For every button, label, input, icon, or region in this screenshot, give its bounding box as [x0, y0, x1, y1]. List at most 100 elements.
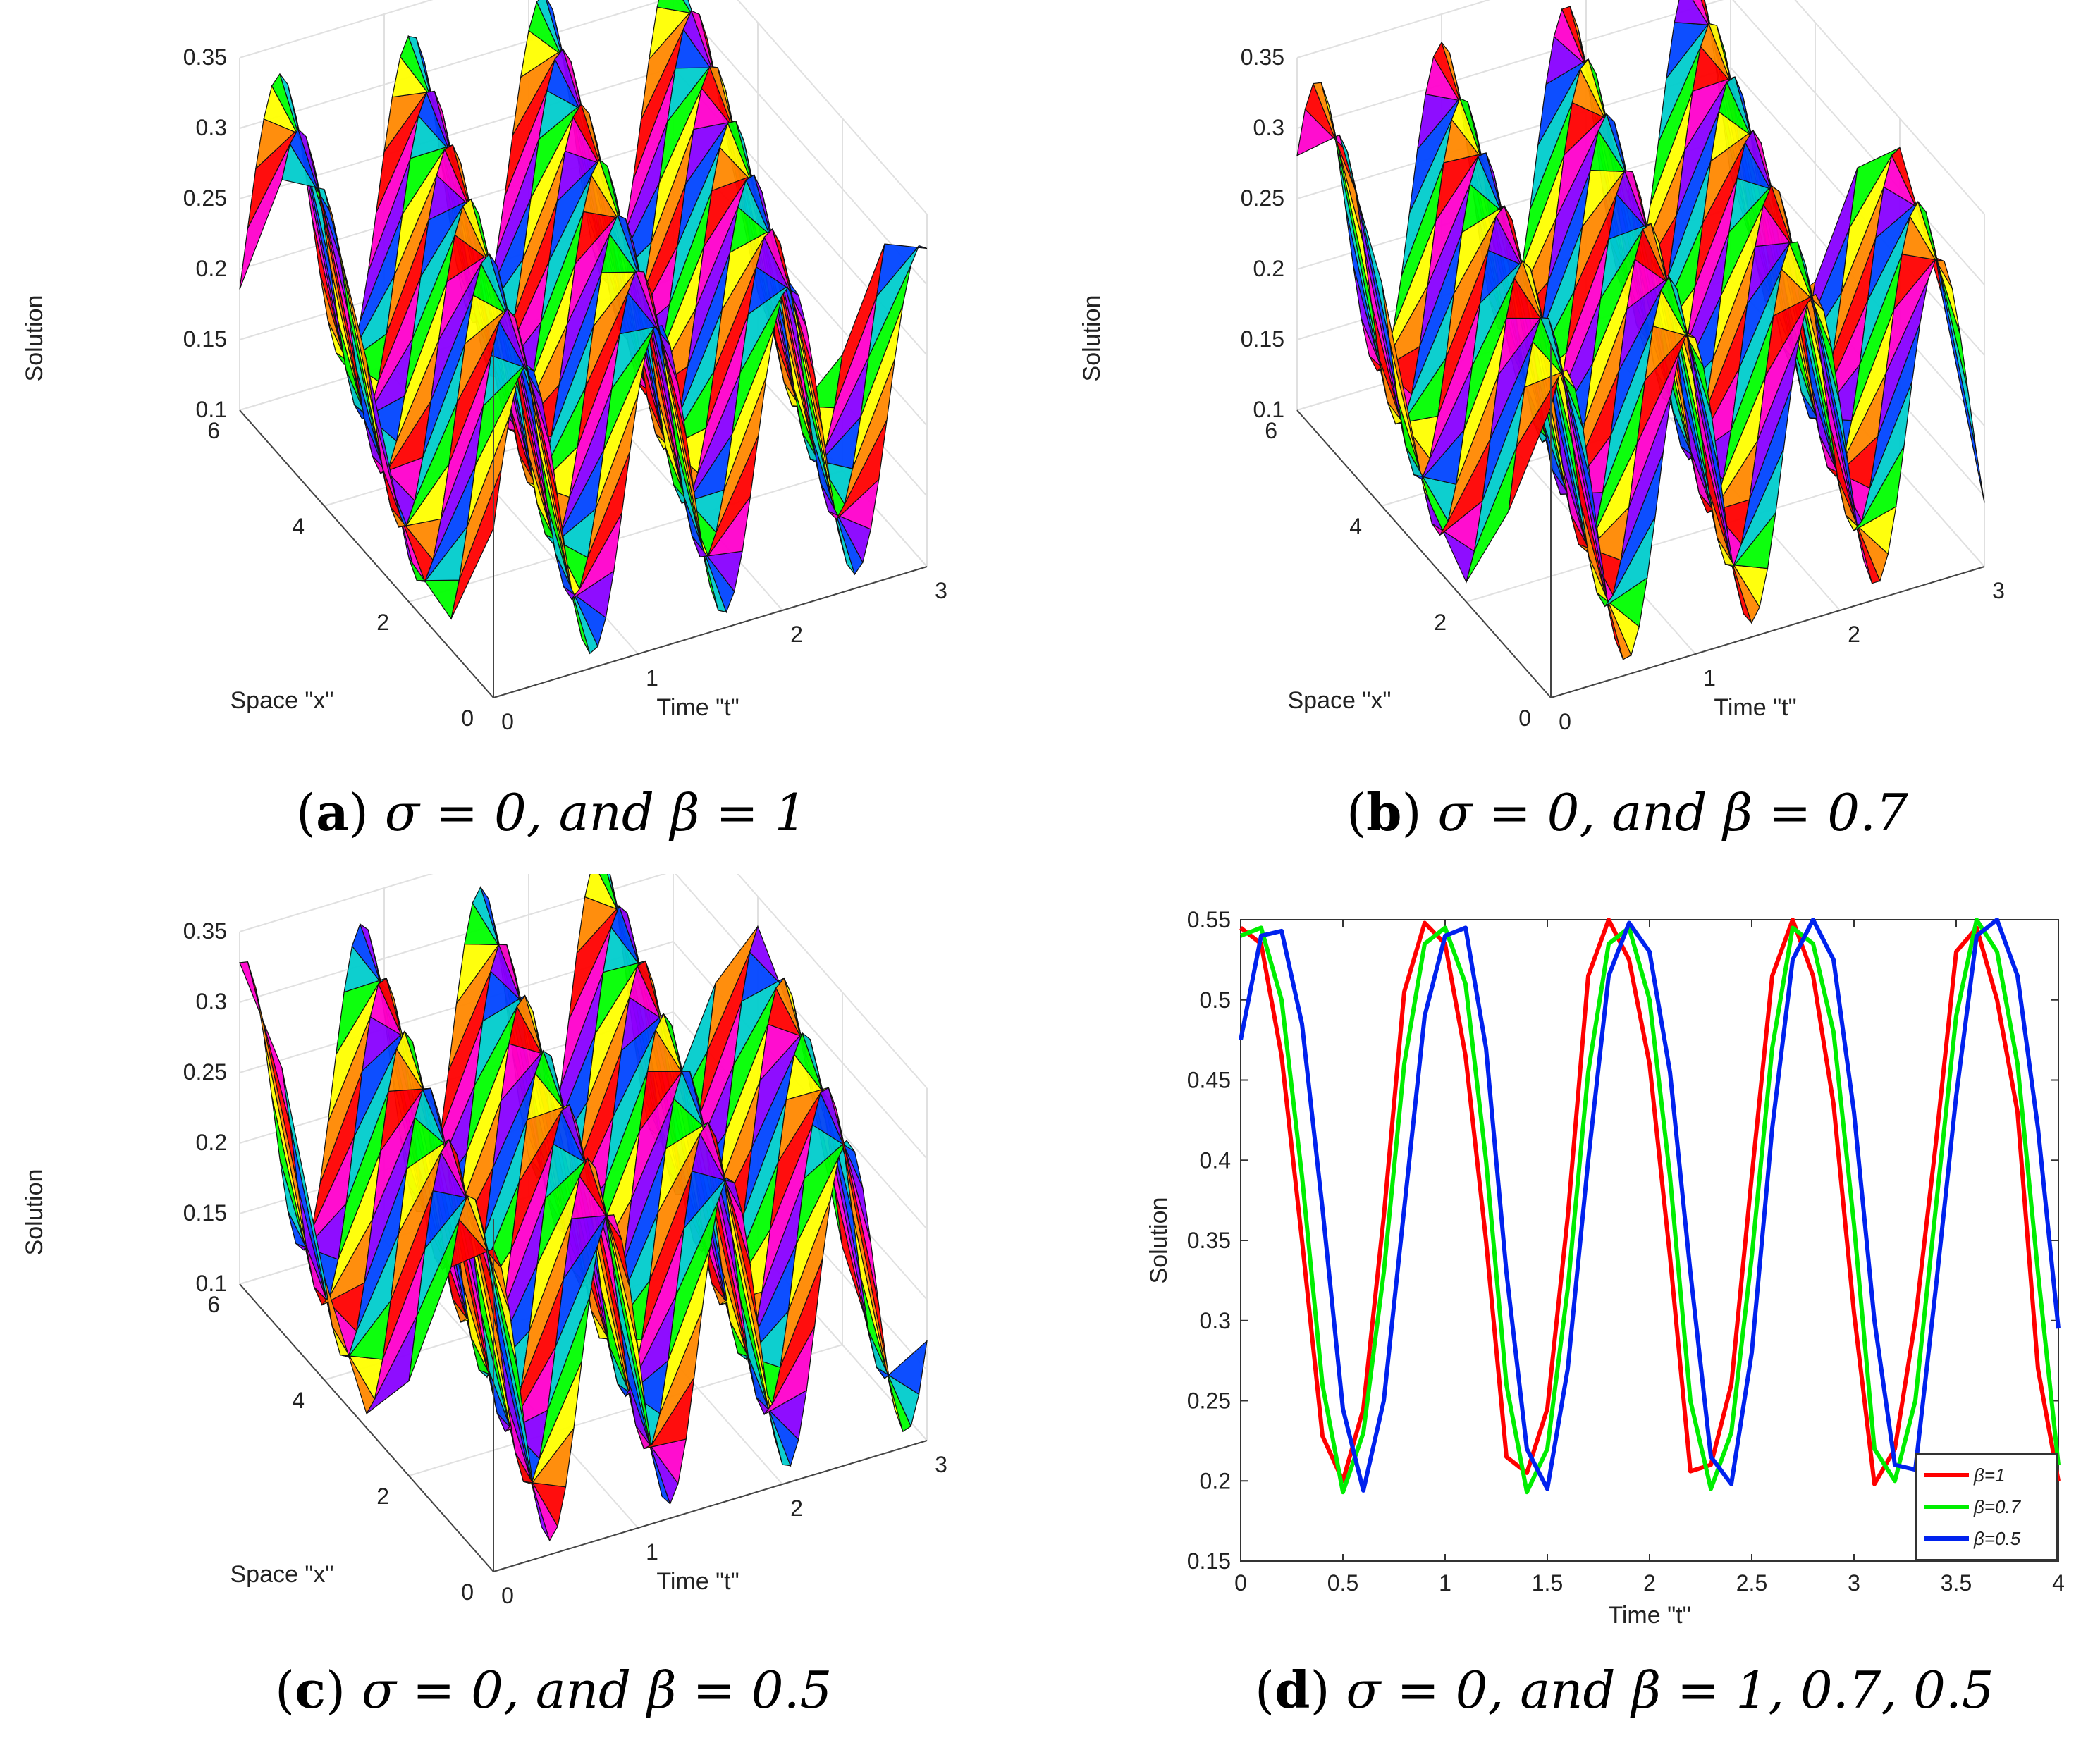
y-axis-label: Solution	[1146, 1197, 1172, 1284]
t-tick-label: 2	[1848, 622, 1860, 647]
surface-plot-b: 0.1 0.15 0.2 0.25 0.3 0.35 0 2 4 6 0 1 2 3 Solution Spa…	[1079, 0, 2005, 734]
z-axis-label: Solution	[21, 1169, 48, 1256]
x-axis-label: Space "x"	[231, 1561, 334, 1588]
surface-plot-c: 0.1 0.15 0.2 0.25 0.3 0.35 0 2 4 6 0 1 2 3 Solution Spa…	[21, 799, 947, 1608]
surface-panel-c: 0.1 0.15 0.2 0.25 0.3 0.35 0 2 4 6 0 1 2 3 Solution Spa…	[0, 799, 1043, 1621]
x-tick-label: 6	[1265, 418, 1277, 443]
t-tick-label: 3	[935, 1452, 947, 1477]
surface-mesh	[239, 850, 928, 1542]
t-tick-label: 1	[646, 665, 658, 691]
caption-c: (c) σ = 0, and β = 0.5	[275, 1660, 833, 1720]
caption-a-math: σ = 0, and β = 1	[384, 783, 807, 842]
surface-mesh	[239, 0, 928, 655]
legend-label-1: β=1	[1973, 1465, 2006, 1486]
x-tick-label: 0	[461, 1579, 474, 1605]
caption-d-math: σ = 0, and β = 1, 0.7, 0.5	[1346, 1660, 1994, 1720]
caption-c-letter: c	[295, 1660, 326, 1720]
legend-label-3: β=0.5	[1973, 1528, 2021, 1549]
x-tick-label: 1	[1439, 1570, 1451, 1596]
t-tick-label: 1	[646, 1539, 658, 1565]
caption-b-math: σ = 0, and β = 0.7	[1437, 783, 1908, 842]
t-axis-line	[493, 1440, 928, 1572]
z-tick-label: 0.1	[1253, 397, 1284, 422]
legend-label-2: β=0.7	[1973, 1496, 2022, 1517]
y-tick-label: 0.4	[1200, 1147, 1231, 1173]
x-tick-label: 3	[1848, 1570, 1860, 1596]
axis-lines	[239, 1219, 928, 1572]
surface-mesh	[1296, 0, 1985, 660]
x-tick-label: 1.5	[1532, 1570, 1563, 1596]
x-tick-label: 4	[292, 1388, 305, 1413]
y-tick-label: 0.3	[1200, 1308, 1231, 1333]
axis-lines	[1296, 345, 1985, 698]
t-tick-label: 0	[1559, 709, 1571, 734]
t-tick-label: 3	[1992, 578, 2005, 603]
t-tick-label: 1	[1703, 665, 1716, 691]
y-tick-label: 0.2	[1200, 1468, 1231, 1493]
caption-a: (a) σ = 0, and β = 1	[296, 782, 807, 842]
t-axis-label: Time "t"	[656, 1568, 739, 1595]
surface-facet	[876, 243, 928, 298]
z-axis-label: Solution	[21, 295, 48, 382]
axis-lines	[239, 345, 928, 698]
series-line-2	[1239, 918, 2061, 1495]
x-tick-label: 2.5	[1736, 1570, 1767, 1596]
x-tick-label: 0	[1234, 1570, 1247, 1596]
caption-b-letter: b	[1366, 782, 1402, 842]
surface-panel-a: 0.1 0.15 0.2 0.25 0.3 0.35 0 2 4 6 0 1 2 3 Solution Spa…	[0, 0, 1043, 761]
t-axis-line	[1550, 566, 1985, 698]
z-tick-label: 0.25	[183, 185, 227, 211]
legend: β=1 β=0.7 β=0.5	[1915, 1453, 2058, 1560]
z-tick-label: 0.1	[196, 397, 227, 422]
z-tick-label: 0.15	[183, 326, 227, 352]
z-tick-label: 0.2	[196, 256, 227, 281]
x-tick-label: 0.5	[1327, 1570, 1358, 1596]
t-axis-label: Time "t"	[1714, 694, 1796, 721]
x-axis-label: Space "x"	[1288, 687, 1392, 714]
x-tick-label: 0	[1518, 705, 1531, 731]
y-tick-label: 0.25	[1187, 1388, 1231, 1414]
surface-panel-b: 0.1 0.15 0.2 0.25 0.3 0.35 0 2 4 6 0 1 2 3 Solution Spa…	[1057, 0, 2100, 761]
z-tick-label: 0.3	[1253, 115, 1284, 140]
x-axis-line	[1296, 409, 1552, 698]
z-tick-label: 0.3	[196, 115, 227, 140]
y-tick-label: 0.55	[1187, 907, 1231, 932]
t-tick-label: 3	[935, 578, 947, 603]
z-tick-label: 0.15	[1241, 326, 1284, 352]
caption-d: (d) σ = 0, and β = 1, 0.7, 0.5	[1255, 1660, 1994, 1720]
z-tick-label: 0.3	[196, 989, 227, 1014]
x-tick-label: 2	[376, 1484, 389, 1509]
z-tick-label: 0.25	[183, 1059, 227, 1085]
caption-a-letter: a	[316, 782, 349, 842]
x-tick-label: 0	[461, 705, 474, 731]
z-tick-label: 0.15	[183, 1200, 227, 1226]
x-tick-label: 4	[2052, 1570, 2065, 1596]
t-axis-label: Time "t"	[656, 694, 739, 721]
t-tick-label: 2	[790, 1496, 803, 1521]
x-tick-label: 3.5	[1941, 1570, 1972, 1596]
x-axis-line	[239, 409, 494, 698]
z-tick-label: 0.35	[1241, 44, 1284, 70]
surface-facet	[1934, 245, 1985, 503]
x-axis-line	[239, 1283, 494, 1572]
t-axis-line	[493, 566, 928, 698]
caption-b: (b) σ = 0, and β = 0.7	[1346, 782, 1908, 842]
x-tick-label: 2	[1643, 1570, 1656, 1596]
x-floor-gridline	[1466, 470, 1901, 603]
x-axis-label: Time "t"	[1608, 1602, 1690, 1629]
z-tick-label: 0.35	[183, 918, 227, 944]
z-tick-label: 0.25	[1241, 185, 1284, 211]
t-tick-label: 0	[501, 709, 514, 734]
z-tick-label: 0.35	[183, 44, 227, 70]
z-tick-label: 0.2	[1253, 256, 1284, 281]
t-tick-label: 0	[501, 1583, 514, 1608]
x-axis-label: Space "x"	[231, 687, 334, 714]
y-tick-label: 0.5	[1200, 987, 1231, 1013]
y-tick-label: 0.45	[1187, 1068, 1231, 1093]
surface-facet	[1669, 276, 1720, 473]
z-axis-label: Solution	[1079, 295, 1105, 382]
x-tick-label: 2	[376, 610, 389, 635]
x-tick-label: 6	[207, 1292, 220, 1317]
z-tick-label: 0.2	[196, 1130, 227, 1155]
caption-d-letter: d	[1275, 1660, 1310, 1720]
